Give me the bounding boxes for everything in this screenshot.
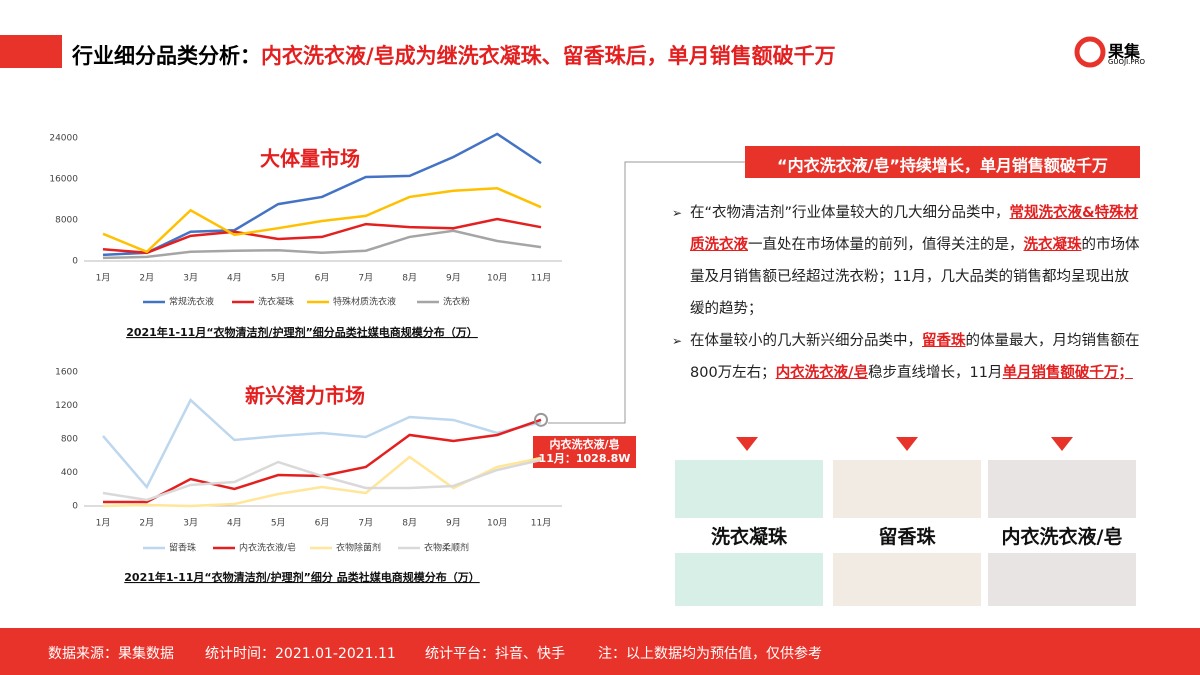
highlight: 内衣洗衣液/皂: [775, 365, 868, 381]
x-tick-label: 11月: [531, 518, 551, 529]
text: 在“衣物清洁剂”行业体量较大的几大细分品类中，: [690, 205, 1010, 221]
annotation-line: 11月：1028.8W: [538, 452, 631, 465]
x-tick-label: 5月: [271, 273, 286, 284]
legend-label: 内衣洗衣液/皂: [239, 542, 296, 554]
logo-sub: GUOJI.PRO: [1108, 58, 1146, 66]
x-tick-label: 6月: [315, 273, 330, 284]
highlight: 单月销售额破千万；: [1002, 365, 1133, 381]
series-line: [102, 132, 542, 257]
x-tick-label: 7月: [358, 518, 373, 529]
footer-text: 统计平台：抖音、快手: [425, 646, 565, 662]
legend-label: 洗衣粉: [443, 296, 470, 308]
x-tick-label: 4月: [227, 273, 242, 284]
legend-label: 衣物除菌剂: [336, 542, 381, 554]
y-tick-label: 800: [61, 435, 78, 445]
chart-title: 新兴潜力市场: [245, 384, 365, 408]
connector: [548, 161, 745, 424]
product-card: 内衣洗衣液/皂: [988, 460, 1136, 606]
y-tick-label: 0: [72, 502, 78, 512]
logo: 果集: [1108, 42, 1141, 61]
x-tick-label: 11月: [531, 273, 551, 284]
footer-text: 统计时间：2021.01-2021.11: [205, 646, 396, 662]
logo-icon: [1074, 36, 1106, 68]
bullets: 在“衣物清洁剂”行业体量较大的几大细分品类中，常规洗衣液&特殊材质洗衣液一直处在…: [672, 197, 1140, 389]
highlight-point: [534, 412, 548, 427]
legend-label: 常规洗衣液: [169, 296, 214, 308]
series-line: [102, 186, 542, 254]
product-card: 洗衣凝珠: [675, 460, 823, 606]
title: 行业细分品类分析：内衣洗衣液/皂成为继洗衣凝珠、留香珠后，单月销售额破千万: [72, 40, 836, 70]
x-tick-label: 9月: [446, 518, 461, 529]
legend-label: 特殊材质洗衣液: [333, 296, 396, 308]
product-label: 内衣洗衣液/皂: [988, 518, 1136, 553]
bullet: 在体量较小的几大新兴细分品类中，留香珠的体量最大，月均销售额在800万左右；内衣…: [672, 325, 1140, 389]
highlight: 留香珠: [922, 333, 966, 349]
x-tick-label: 3月: [183, 518, 198, 529]
y-tick-label: 400: [61, 468, 78, 478]
annotation-bg: [533, 436, 636, 468]
text: 一直处在市场体量的前列，值得关注的是，: [748, 237, 1024, 253]
legend-label: 留香珠: [169, 542, 196, 554]
y-tick-label: 1200: [55, 401, 78, 411]
chart-caption: 2021年1-11月“衣物清洁剂/护理剂”细分品类社媒电商规模分布（万）: [126, 325, 478, 339]
x-tick-label: 2月: [139, 518, 154, 529]
annotation-line: 内衣洗衣液/皂: [549, 438, 620, 451]
series-line: [102, 217, 542, 255]
x-tick-label: 10月: [487, 273, 507, 284]
text: 稳步直线增长，11月: [867, 365, 1003, 381]
arrows: [736, 437, 1073, 451]
series-line: [102, 229, 542, 260]
text: 在体量较小的几大新兴细分品类中，: [690, 333, 922, 349]
footer-text: 注：以上数据均为预估值，仅供参考: [598, 646, 822, 662]
x-tick-label: 8月: [402, 273, 417, 284]
product-label: 留香珠: [833, 518, 981, 553]
x-tick-label: 4月: [227, 518, 242, 529]
legend-label: 洗衣凝珠: [258, 296, 294, 308]
y-tick-label: 8000: [55, 216, 78, 226]
title-lead: 行业细分品类分析：: [72, 44, 261, 68]
title-main: 内衣洗衣液/皂成为继洗衣凝珠、留香珠后，单月销售额破千万: [261, 44, 836, 68]
product-label: 洗衣凝珠: [675, 518, 823, 553]
x-tick-label: 8月: [402, 518, 417, 529]
header-accent: [0, 35, 62, 68]
text: 的市场体量及月销售额已经超过洗衣粉；11月，几大品类的销售都均呈现出放缓的趋势；: [690, 237, 1140, 317]
series-line: [102, 458, 542, 502]
product-card: 留香珠: [833, 460, 981, 606]
panel-title-bg: [745, 146, 1140, 178]
bullet: 在“衣物清洁剂”行业体量较大的几大细分品类中，常规洗衣液&特殊材质洗衣液一直处在…: [672, 197, 1140, 325]
highlight: 洗衣凝珠: [1023, 237, 1082, 253]
text: 的体量最大，月均销售额在800万左右；: [690, 333, 1140, 381]
x-tick-label: 3月: [183, 273, 198, 284]
series-line: [102, 398, 542, 490]
x-tick-label: 1月: [96, 273, 111, 284]
annotation: 内衣洗衣液/皂 11月：1028.8W: [533, 438, 636, 466]
chart-title: 大体量市场: [260, 147, 360, 171]
panel-title: “内衣洗衣液/皂”持续增长，单月销售额破千万: [777, 156, 1108, 175]
x-tick-label: 6月: [315, 518, 330, 529]
footer: 数据来源：果集数据 统计时间：2021.01-2021.11 统计平台：抖音、快…: [0, 628, 1200, 675]
y-tick-label: 0: [72, 257, 78, 267]
y-tick-label: 16000: [49, 175, 78, 185]
y-tick-label: 24000: [49, 134, 78, 144]
x-tick-label: 1月: [96, 518, 111, 529]
x-tick-label: 7月: [358, 273, 373, 284]
legend-label: 衣物柔顺剂: [424, 542, 469, 554]
series-line: [102, 455, 542, 508]
x-tick-label: 9月: [446, 273, 461, 284]
footer-text: 数据来源：果集数据: [48, 646, 174, 662]
x-tick-label: 10月: [487, 518, 507, 529]
x-tick-label: 2月: [139, 273, 154, 284]
x-tick-label: 5月: [271, 518, 286, 529]
chart-caption: 2021年1-11月“衣物清洁剂/护理剂”细分 品类社媒电商规模分布（万）: [124, 570, 479, 584]
highlight: 常规洗衣液&特殊材质洗衣液: [690, 205, 1139, 253]
y-tick-label: 1600: [55, 368, 78, 378]
